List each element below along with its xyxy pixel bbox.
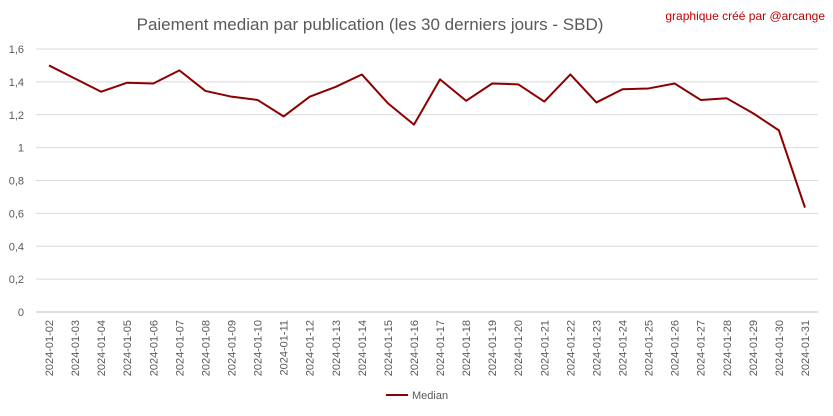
x-tick-label: 2024-01-21 [539, 320, 551, 376]
x-tick-label: 2024-01-22 [565, 320, 577, 376]
y-tick-label: 0,6 [9, 208, 24, 220]
series-layer [48, 64, 806, 208]
y-tick-label: 0,8 [9, 176, 24, 188]
x-tick-label: 2024-01-20 [513, 320, 525, 376]
x-tick-label: 2024-01-18 [461, 320, 473, 376]
x-tick-label: 2024-01-13 [331, 320, 343, 376]
y-tick-label: 0 [18, 307, 24, 319]
x-tick-label: 2024-01-02 [44, 320, 56, 376]
x-tick-label: 2024-01-06 [148, 320, 160, 376]
x-tick-label: 2024-01-31 [800, 320, 812, 376]
x-tick-label: 2024-01-30 [774, 320, 786, 376]
x-tick-label: 2024-01-16 [409, 320, 421, 376]
legend: Median [386, 390, 448, 402]
gridlines [36, 48, 818, 313]
x-tick-label: 2024-01-10 [253, 320, 265, 376]
x-tick-label: 2024-01-23 [591, 320, 603, 376]
x-tick-label: 2024-01-05 [122, 320, 134, 376]
x-tick-label: 2024-01-11 [279, 320, 291, 375]
x-tick-label: 2024-01-19 [487, 320, 499, 376]
y-tick-label: 1,4 [9, 77, 24, 89]
x-tick-label: 2024-01-25 [644, 320, 656, 376]
y-tick-label: 0,4 [9, 241, 24, 253]
x-tick-label: 2024-01-24 [618, 320, 630, 376]
chart-credit: graphique créé par @arcange [665, 9, 825, 23]
x-tick-label: 2024-01-04 [96, 320, 108, 376]
x-tick-label: 2024-01-27 [696, 320, 708, 376]
y-tick-label: 1,2 [9, 110, 24, 122]
x-tick-label: 2024-01-26 [670, 320, 682, 376]
x-tick-label: 2024-01-07 [174, 320, 186, 376]
legend-label: Median [412, 390, 448, 402]
chart-title: Paiement median par publication (les 30 … [137, 15, 604, 34]
y-axis-ticks: 0 0,2 0,4 0,6 0,8 1 1,2 1,4 1,6 [9, 44, 24, 319]
y-tick-label: 1,6 [9, 44, 24, 56]
x-tick-label: 2024-01-03 [70, 320, 82, 376]
x-axis-ticks: 2024-01-02 2024-01-03 2024-01-04 2024-01-05… [44, 320, 812, 376]
series-line-median [48, 64, 806, 208]
x-tick-label: 2024-01-28 [722, 320, 734, 376]
x-tick-label: 2024-01-12 [305, 320, 317, 376]
x-tick-label: 2024-01-14 [357, 320, 369, 376]
x-tick-label: 2024-01-09 [227, 320, 239, 376]
x-tick-label: 2024-01-29 [748, 320, 760, 376]
x-tick-label: 2024-01-17 [435, 320, 447, 376]
x-tick-label: 2024-01-08 [200, 320, 212, 376]
y-tick-label: 0,2 [9, 274, 24, 286]
y-tick-label: 1 [18, 143, 24, 155]
x-tick-label: 2024-01-15 [383, 320, 395, 376]
